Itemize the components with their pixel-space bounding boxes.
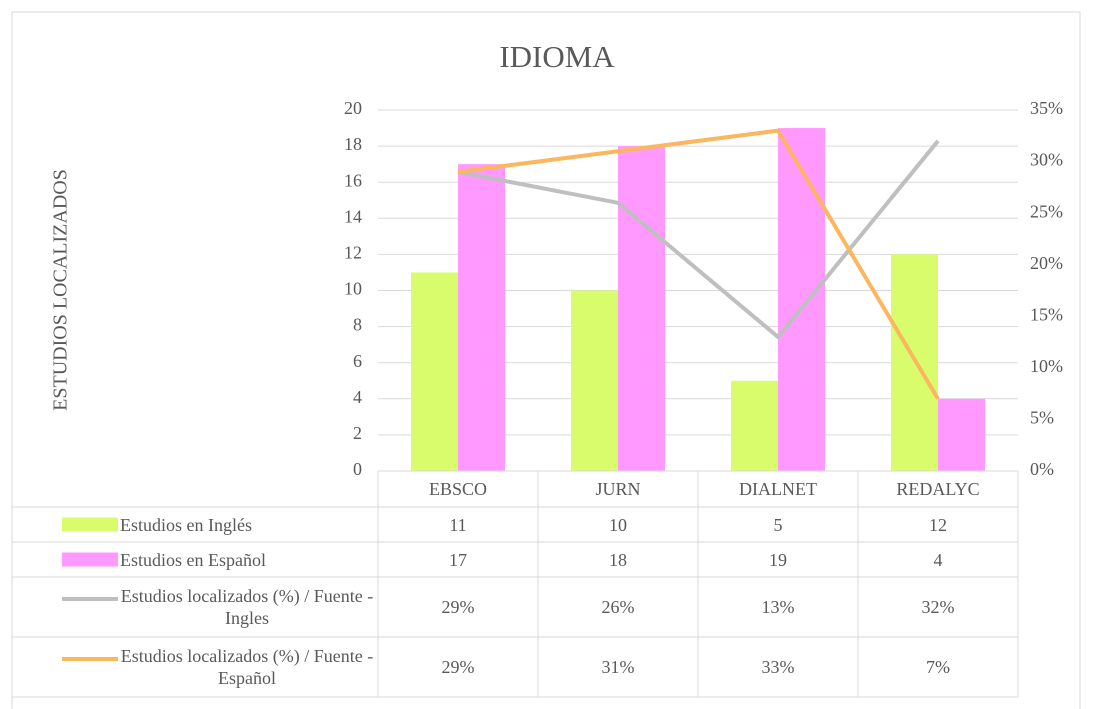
table-value: 13% [761, 597, 795, 617]
y2-tick-label: 35% [1030, 98, 1063, 118]
table-value: 7% [926, 657, 950, 677]
legend-label: Estudios localizados (%) / Fuente - Ingl… [120, 586, 374, 628]
y-tick-label: 4 [353, 387, 362, 407]
y2-tick-label: 5% [1030, 408, 1054, 428]
bar [458, 164, 505, 471]
table-value: 29% [441, 657, 475, 677]
y2-tick-label: 30% [1030, 150, 1063, 170]
y-tick-label: 8 [353, 315, 362, 335]
legend-key [62, 517, 118, 532]
y2-tick-label: 20% [1030, 253, 1063, 273]
y2-tick-label: 15% [1030, 304, 1063, 324]
legend-label: Estudios en Español [120, 549, 266, 570]
table-value: 33% [761, 657, 795, 677]
chart-frame [11, 11, 1081, 709]
chart-title: IDIOMA [499, 39, 615, 74]
legend-label: Estudios localizados (%) / Fuente - Espa… [120, 646, 374, 688]
table-value: 4 [933, 549, 943, 570]
x-tick-label: JURN [595, 479, 641, 499]
table-value: 32% [921, 597, 955, 617]
table-value: 19 [769, 549, 787, 570]
y-tick-label: 2 [353, 423, 362, 443]
table-value: 18 [609, 549, 627, 570]
x-tick-label: EBSCO [428, 479, 488, 499]
legend-key [62, 552, 118, 567]
y-tick-label: 6 [353, 351, 362, 371]
y-axis-title: ESTUDIOS LOCALIZADOS [50, 169, 72, 411]
table-value: 11 [449, 514, 467, 535]
table-value: 12 [929, 514, 947, 535]
table-value: 29% [441, 597, 475, 617]
line [457, 128, 940, 400]
y2-tick-label: 25% [1030, 201, 1063, 221]
y2-tick-label: 10% [1030, 356, 1063, 376]
table-value: 26% [601, 597, 635, 617]
y-tick-label: 12 [344, 243, 362, 263]
bar [778, 128, 825, 472]
table-value: 5 [773, 514, 783, 535]
y-tick-label: 16 [344, 170, 362, 190]
bar [938, 398, 985, 471]
line [457, 139, 940, 339]
legend-label: Estudios en Inglés [120, 514, 252, 535]
table-value: 10 [609, 514, 627, 535]
bar [571, 290, 618, 471]
y2-tick-label: 0% [1030, 459, 1054, 479]
x-tick-label: REDALYC [896, 479, 980, 499]
y-tick-label: 0 [353, 459, 362, 479]
x-tick-label: DIALNET [739, 479, 817, 499]
bar [731, 380, 778, 471]
table-value: 31% [601, 657, 635, 677]
y-tick-label: 10 [344, 279, 362, 299]
y-tick-label: 14 [344, 206, 362, 226]
y-tick-label: 18 [344, 134, 362, 154]
bar [618, 146, 665, 471]
y-tick-label: 20 [344, 98, 362, 118]
table-value: 17 [449, 549, 467, 570]
bar [411, 272, 458, 471]
